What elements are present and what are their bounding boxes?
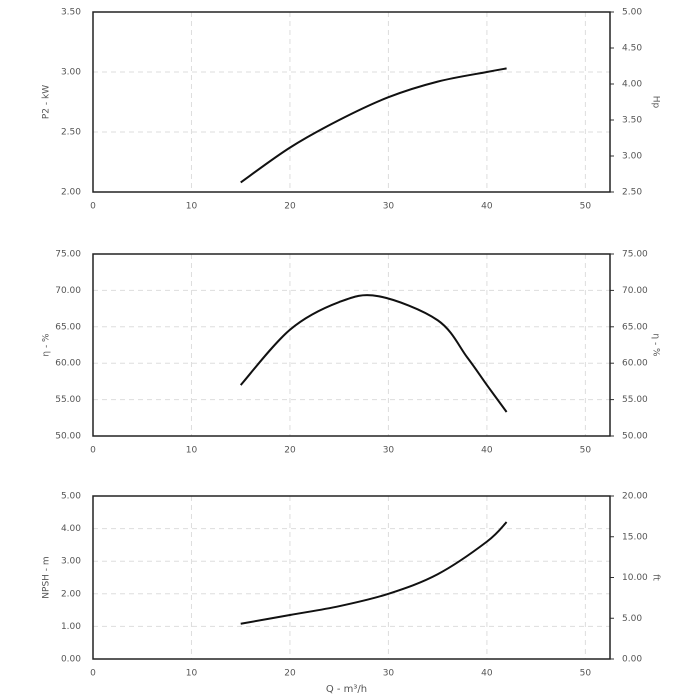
y-axis-label: NPSH - m xyxy=(42,556,52,598)
y2-axis-label: η - % xyxy=(651,333,661,357)
y2-tick-label: 5.00 xyxy=(622,614,642,624)
y2-tick-label: 4.50 xyxy=(622,44,642,54)
x-tick-label: 40 xyxy=(481,446,493,456)
x-tick-label: 0 xyxy=(90,202,96,212)
y2-tick-label: 2.50 xyxy=(622,188,642,198)
y-tick-label: 50.00 xyxy=(55,432,81,442)
y-tick-label: 3.00 xyxy=(61,557,81,567)
curve xyxy=(239,294,508,413)
x-tick-label: 30 xyxy=(383,446,395,456)
x-tick-label: 30 xyxy=(383,202,395,212)
y2-tick-label: 3.00 xyxy=(622,152,642,162)
y-axis-label: P2 - kW xyxy=(42,85,52,119)
x-tick-label: 40 xyxy=(481,202,493,212)
y2-tick-label: 0.00 xyxy=(622,655,642,665)
x-tick-label: 50 xyxy=(580,202,592,212)
y2-tick-label: 15.00 xyxy=(622,532,648,542)
y-tick-label: 75.00 xyxy=(55,250,81,260)
y-tick-label: 1.00 xyxy=(61,622,81,632)
x-tick-label: 10 xyxy=(186,446,198,456)
plot-area xyxy=(93,254,610,436)
y-tick-label: 4.00 xyxy=(61,524,81,534)
y2-tick-label: 65.00 xyxy=(622,322,648,332)
y2-tick-label: 70.00 xyxy=(622,286,648,296)
plot-area xyxy=(93,12,610,192)
x-tick-label: 0 xyxy=(90,446,96,456)
curve xyxy=(240,67,507,184)
y2-tick-label: 10.00 xyxy=(622,573,648,583)
curve xyxy=(240,521,508,625)
y2-axis-label: Hp xyxy=(651,96,661,109)
y2-tick-label: 5.00 xyxy=(622,8,642,18)
y-tick-label: 55.00 xyxy=(55,395,81,405)
x-tick-label: 20 xyxy=(284,669,296,679)
x-tick-label: 20 xyxy=(284,446,296,456)
y2-tick-label: 75.00 xyxy=(622,250,648,260)
plot-area xyxy=(93,496,610,659)
x-tick-label: 40 xyxy=(481,669,493,679)
y2-tick-label: 3.50 xyxy=(622,116,642,126)
y2-axis-label: ft xyxy=(651,574,661,581)
y-tick-label: 5.00 xyxy=(61,492,81,502)
plot-frame xyxy=(92,495,611,660)
y-tick-label: 2.00 xyxy=(61,589,81,599)
x-tick-label: 50 xyxy=(580,446,592,456)
x-tick-label: 10 xyxy=(186,669,198,679)
y-tick-label: 60.00 xyxy=(55,359,81,369)
x-tick-label: 50 xyxy=(580,669,592,679)
y-tick-label: 2.00 xyxy=(61,188,81,198)
x-axis-label: Q - m³/h xyxy=(326,684,367,695)
y-axis-label: η - % xyxy=(42,333,52,357)
x-tick-label: 0 xyxy=(90,669,96,679)
x-tick-label: 30 xyxy=(383,669,395,679)
y-tick-label: 3.00 xyxy=(61,68,81,78)
y-tick-label: 3.50 xyxy=(61,8,81,18)
y2-tick-label: 50.00 xyxy=(622,432,648,442)
y-tick-label: 65.00 xyxy=(55,322,81,332)
x-tick-label: 20 xyxy=(284,202,296,212)
y-tick-label: 70.00 xyxy=(55,286,81,296)
plot-frame xyxy=(92,11,611,193)
y-tick-label: 0.00 xyxy=(61,655,81,665)
y2-tick-label: 55.00 xyxy=(622,395,648,405)
y2-tick-label: 4.00 xyxy=(622,80,642,90)
y2-tick-label: 20.00 xyxy=(622,492,648,502)
y2-tick-label: 60.00 xyxy=(622,359,648,369)
x-tick-label: 10 xyxy=(186,202,198,212)
plot-frame xyxy=(92,253,611,437)
y-tick-label: 2.50 xyxy=(61,128,81,138)
